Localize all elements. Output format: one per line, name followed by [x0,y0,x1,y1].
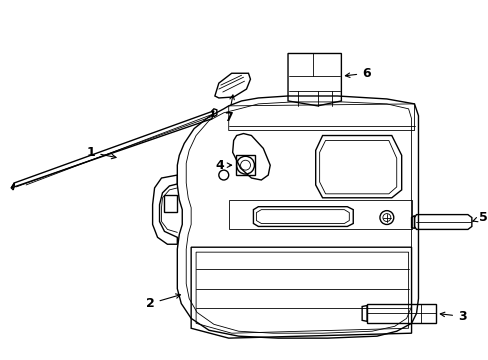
Text: 2: 2 [145,294,180,310]
Text: 7: 7 [224,95,234,124]
Text: 1: 1 [86,146,116,159]
Text: 6: 6 [345,67,370,80]
Text: 4: 4 [215,159,231,172]
Text: 5: 5 [472,211,487,224]
Text: 3: 3 [439,310,466,323]
